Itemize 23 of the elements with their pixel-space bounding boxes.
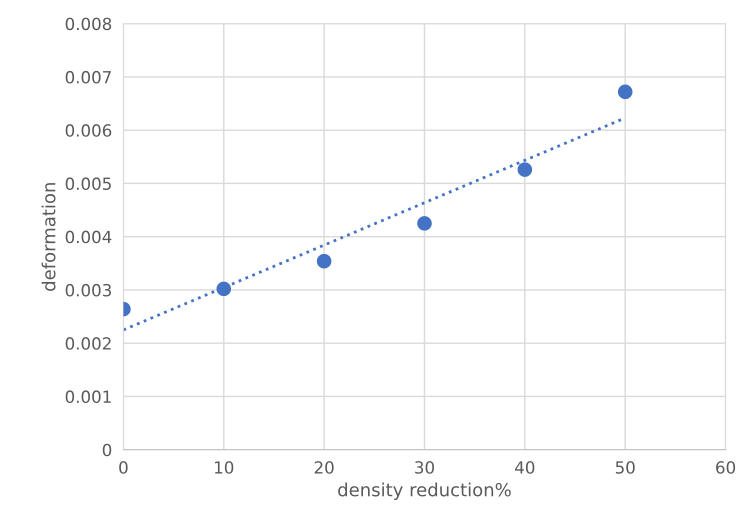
point xyxy=(216,282,232,296)
y-axis-title: deformation xyxy=(42,183,56,291)
y-tick-label: 0.004 xyxy=(66,230,112,244)
x-tick-label: 20 xyxy=(314,461,334,474)
y-tick-label: 0 xyxy=(102,444,112,456)
point xyxy=(518,162,532,177)
point xyxy=(618,84,632,100)
y-tick-label: 0.002 xyxy=(66,337,111,350)
y-tick-label: 0.005 xyxy=(66,177,111,190)
y-tick-label: 0.003 xyxy=(66,284,111,297)
x-tick-label: 40 xyxy=(515,461,534,474)
y-tick-label: 0.008 xyxy=(66,18,112,30)
point xyxy=(417,216,432,231)
x-tick-label: 10 xyxy=(215,461,234,474)
y-tick-label: 0.001 xyxy=(66,390,111,404)
x-tick-label: 50 xyxy=(616,461,635,474)
y-tick-label: 0.007 xyxy=(66,70,111,84)
y-tick-label: 0.006 xyxy=(66,124,112,137)
x-tick-label: 60 xyxy=(716,461,736,474)
x-tick-label: 0 xyxy=(119,461,128,474)
x-axis-title: density reduction% xyxy=(338,482,511,500)
x-tick-label: 30 xyxy=(415,461,434,474)
point xyxy=(316,254,332,268)
